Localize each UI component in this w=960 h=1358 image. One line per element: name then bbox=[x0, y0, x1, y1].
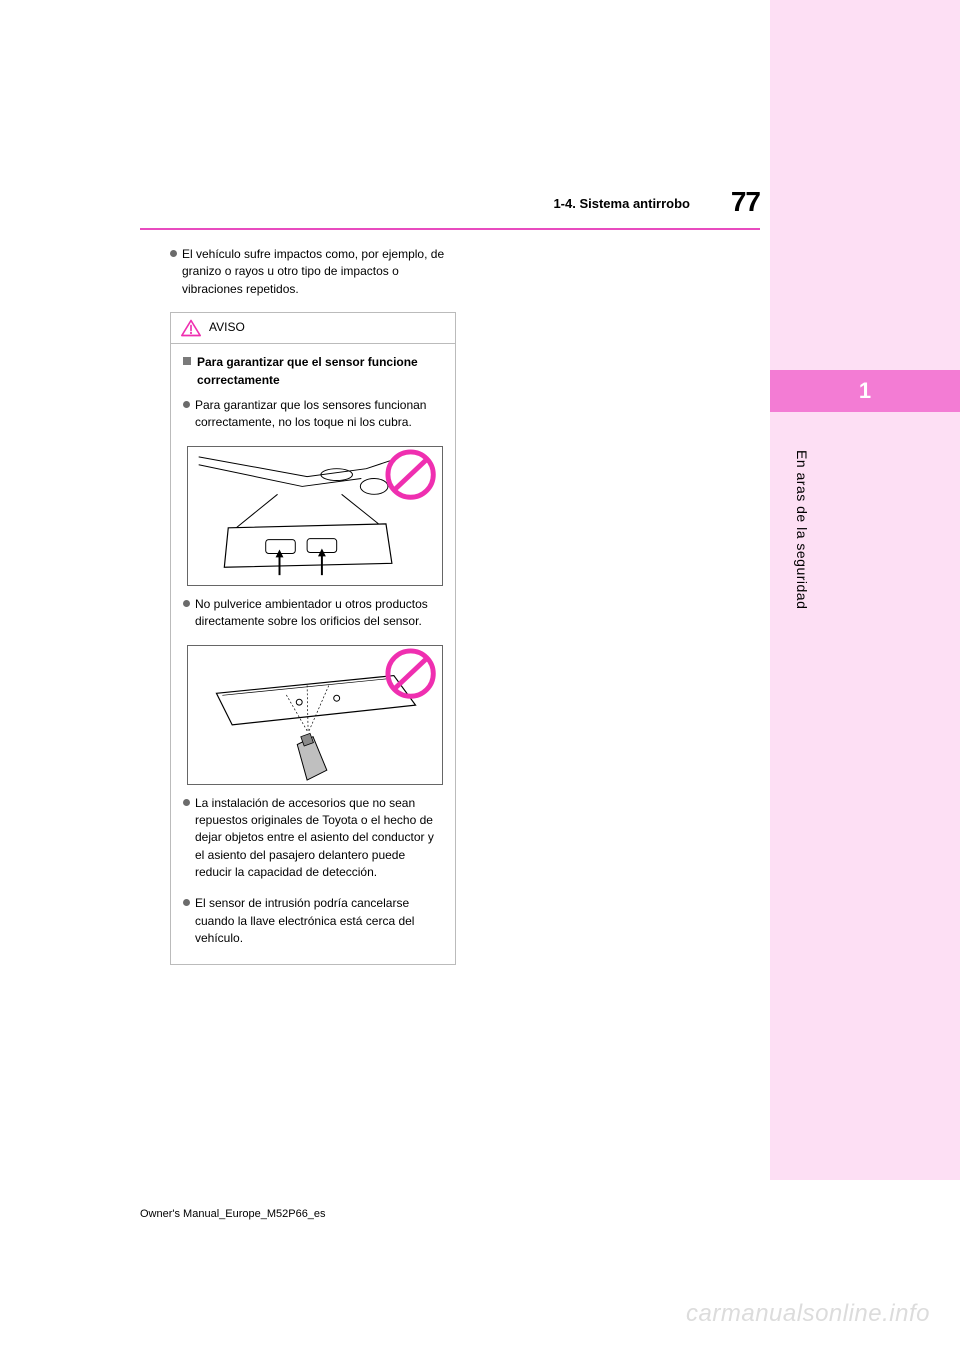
bullet-icon bbox=[183, 899, 190, 906]
bullet-icon bbox=[183, 600, 190, 607]
intro-bullet: El vehículo sufre impactos como, por eje… bbox=[170, 246, 456, 298]
illustration-headliner bbox=[187, 446, 443, 586]
aviso-box: AVISO Para garantizar que el sensor func… bbox=[170, 312, 456, 964]
header-section-label: 1-4. Sistema antirrobo bbox=[553, 196, 690, 211]
aviso-item-4-text: El sensor de intrusión podría cancelarse… bbox=[195, 896, 414, 945]
aviso-item-3: La instalación de accesorios que no sean… bbox=[183, 795, 443, 882]
aviso-item-3-text: La instalación de accesorios que no sean… bbox=[195, 796, 434, 880]
aviso-item-2: No pulverice ambientador u otros product… bbox=[183, 596, 443, 631]
intro-bullet-text: El vehículo sufre impactos como, por eje… bbox=[182, 247, 444, 296]
aviso-body: Para garantizar que el sensor funcione c… bbox=[171, 344, 455, 963]
aviso-label: AVISO bbox=[209, 319, 245, 336]
aviso-item-2-text: No pulverice ambientador u otros product… bbox=[195, 597, 428, 628]
aviso-heading-text: Para garantizar que el sensor funcione c… bbox=[197, 355, 418, 386]
footer-manual-id: Owner's Manual_Europe_M52P66_es bbox=[140, 1208, 326, 1220]
aviso-header: AVISO bbox=[171, 313, 455, 344]
page-header: 1-4. Sistema antirrobo 77 bbox=[140, 196, 760, 230]
aviso-item-1-text: Para garantizar que los sensores funcion… bbox=[195, 398, 426, 429]
rail-section-title: En aras de la seguridad bbox=[790, 450, 810, 750]
illustration-spray bbox=[187, 645, 443, 785]
aviso-item-4: El sensor de intrusión podría cancelarse… bbox=[183, 895, 443, 947]
watermark: carmanualsonline.info bbox=[686, 1300, 930, 1328]
body-column: El vehículo sufre impactos como, por eje… bbox=[170, 246, 456, 965]
square-bullet-icon bbox=[183, 357, 191, 365]
aviso-item-1: Para garantizar que los sensores funcion… bbox=[183, 397, 443, 432]
bullet-icon bbox=[183, 799, 190, 806]
bullet-icon bbox=[183, 401, 190, 408]
warning-triangle-icon bbox=[181, 319, 201, 337]
bullet-icon bbox=[170, 250, 177, 257]
aviso-heading: Para garantizar que el sensor funcione c… bbox=[183, 354, 443, 389]
header-page-number: 77 bbox=[731, 186, 760, 218]
chapter-number-box: 1 bbox=[770, 370, 960, 412]
